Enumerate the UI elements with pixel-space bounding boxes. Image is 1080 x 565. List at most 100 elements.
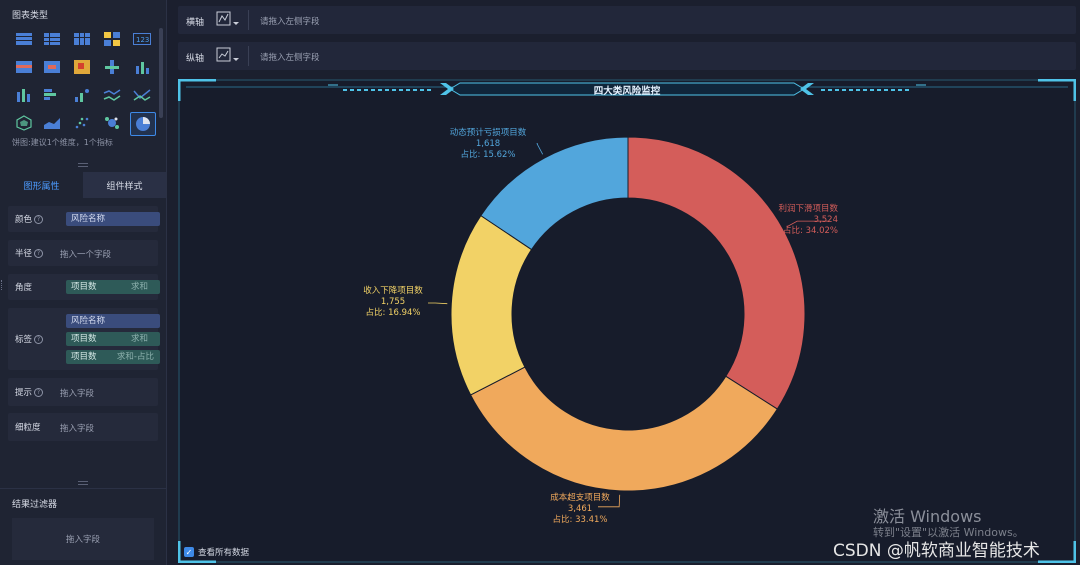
show-all-data-label: 查看所有数据: [198, 548, 250, 558]
pie-slice[interactable]: [627, 136, 806, 410]
tooltip-field-well[interactable]: 提示? 拖入字段: [8, 378, 158, 406]
line-chart-icon[interactable]: [100, 84, 124, 106]
table-icon[interactable]: [12, 28, 36, 50]
resize-handle[interactable]: [78, 163, 88, 167]
x-axis-label: 横轴: [186, 18, 205, 28]
heatmap-icon[interactable]: [70, 56, 94, 78]
label-field-pill-count[interactable]: 项目数 求和: [66, 332, 160, 346]
label-leader-line: [536, 143, 544, 155]
label-field-name: 项目数: [71, 334, 97, 344]
slice-label-share: 占比: 16.94%: [366, 307, 421, 318]
angle-field-well[interactable]: 角度 项目数 求和: [8, 274, 160, 300]
label-leader-line: [786, 220, 828, 228]
pivot-table-icon[interactable]: [40, 56, 64, 78]
label-leader-line: [598, 494, 621, 508]
chart-hint: 饼图:建议1个维度，1个指标: [12, 138, 113, 147]
label-label: 标签: [15, 335, 33, 345]
tab-component-style[interactable]: 组件样式: [83, 172, 166, 198]
y-axis-label: 纵轴: [186, 54, 205, 64]
help-icon[interactable]: ?: [34, 335, 44, 344]
slice-label-value: 1,618: [476, 139, 500, 149]
x-axis-chart-type-icon[interactable]: [216, 11, 242, 31]
label-leader-line: [428, 302, 448, 305]
radius-placeholder: 拖入一个字段: [60, 250, 112, 260]
pie-slice[interactable]: [480, 136, 629, 251]
cross-table-icon[interactable]: [100, 28, 124, 50]
slice-label-value: 1,755: [381, 297, 405, 307]
checkbox-checked-icon[interactable]: ✓: [184, 547, 194, 557]
angle-agg: 求和: [130, 282, 148, 292]
label-field-pill-risk[interactable]: 风险名称: [66, 314, 160, 328]
label-field-pill-share[interactable]: 项目数 求和-占比: [66, 350, 160, 364]
stacked-bar-icon[interactable]: [100, 56, 124, 78]
angle-field-name: 项目数: [71, 282, 97, 292]
pie-slice[interactable]: [469, 366, 779, 492]
help-icon[interactable]: ?: [34, 249, 44, 258]
pie-slice[interactable]: [450, 214, 533, 396]
bubble-chart-icon[interactable]: [100, 112, 124, 134]
color-field-well[interactable]: 颜色? 风险名称: [8, 206, 160, 232]
slice-label-share: 占比: 33.41%: [553, 514, 608, 525]
label-field-well[interactable]: 标签? 风险名称 项目数 求和 项目数 求和-占比: [8, 308, 160, 370]
color-label: 颜色: [15, 215, 33, 225]
filter-drop-zone[interactable]: 拖入字段: [12, 518, 154, 560]
radar-chart-icon[interactable]: [12, 112, 36, 134]
help-icon[interactable]: ?: [34, 215, 44, 224]
column-chart-icon[interactable]: [12, 84, 36, 106]
slice-label-value: 3,524: [814, 215, 838, 225]
y-axis-bar[interactable]: 纵轴 请拖入左侧字段: [178, 42, 1076, 70]
scrollbar[interactable]: [159, 28, 163, 118]
panel-splitter-icon[interactable]: [1, 280, 4, 290]
slice-label-share: 占比: 15.62%: [461, 149, 516, 160]
tooltip-placeholder: 拖入字段: [60, 389, 95, 399]
granularity-label: 细粒度: [15, 423, 41, 433]
bar-chart-icon[interactable]: [130, 56, 154, 78]
filter-title: 结果过滤器: [12, 500, 58, 510]
granularity-field-well[interactable]: 细粒度 拖入字段: [8, 413, 158, 441]
divider: [0, 488, 166, 489]
label-agg: 求和: [130, 334, 148, 344]
windows-activation-subtitle: 转到"设置"以激活 Windows。: [873, 526, 1024, 539]
combo-line-icon[interactable]: [130, 84, 154, 106]
x-axis-placeholder[interactable]: 请拖入左侧字段: [260, 17, 320, 27]
slice-label-name: 利润下滑项目数: [778, 203, 838, 214]
angle-label: 角度: [15, 283, 33, 293]
pie-chart-icon[interactable]: [130, 112, 156, 136]
group-table-icon[interactable]: [12, 56, 36, 78]
help-icon[interactable]: ?: [34, 388, 44, 397]
area-chart-icon[interactable]: [40, 112, 64, 134]
scatter-bar-icon[interactable]: [70, 84, 94, 106]
color-field-pill[interactable]: 风险名称: [66, 212, 160, 226]
radius-label: 半径: [15, 249, 33, 259]
slice-label-name: 收入下降项目数: [363, 285, 423, 296]
granularity-placeholder: 拖入字段: [60, 424, 95, 434]
label-field-name: 项目数: [71, 352, 97, 362]
grouped-bar-icon[interactable]: [40, 84, 64, 106]
number-card-icon[interactable]: 123: [130, 28, 154, 50]
chart-title: 四大类风险监控: [593, 86, 661, 97]
chart-area: 利润下滑项目数 3,524 占比: 34.02% 成本超支项目数 3,461 占比: 33…: [178, 79, 1076, 563]
slice-label-value: 3,461: [568, 504, 592, 514]
tab-graphic-properties[interactable]: 图形属性: [0, 172, 83, 198]
property-tabs: 图形属性 组件样式: [0, 172, 166, 198]
y-axis-placeholder[interactable]: 请拖入左侧字段: [260, 53, 320, 63]
y-axis-chart-type-icon[interactable]: [216, 47, 242, 67]
chart-type-title: 图表类型: [12, 11, 49, 21]
detail-table-icon[interactable]: [40, 28, 64, 50]
resize-handle[interactable]: [78, 481, 88, 485]
grid-table-icon[interactable]: [70, 28, 94, 50]
show-all-data-checkbox[interactable]: ✓ 查看所有数据: [184, 546, 249, 558]
radius-field-well[interactable]: 半径? 拖入一个字段: [8, 240, 158, 266]
angle-field-pill[interactable]: 项目数 求和: [66, 280, 160, 294]
scatter-chart-icon[interactable]: [70, 112, 94, 134]
svg-text:123: 123: [136, 36, 149, 44]
tooltip-label: 提示: [15, 388, 33, 398]
divider: [248, 10, 249, 30]
csdn-watermark: CSDN @帆软商业智能技术: [833, 541, 1040, 561]
slice-label-share: 占比: 34.02%: [783, 225, 838, 236]
x-axis-bar[interactable]: 横轴 请拖入左侧字段: [178, 6, 1076, 34]
divider: [248, 46, 249, 66]
left-panel: 图表类型 123 饼图:建议1个维度，1个指标 图形属性 组件样式 颜色?: [0, 0, 167, 565]
